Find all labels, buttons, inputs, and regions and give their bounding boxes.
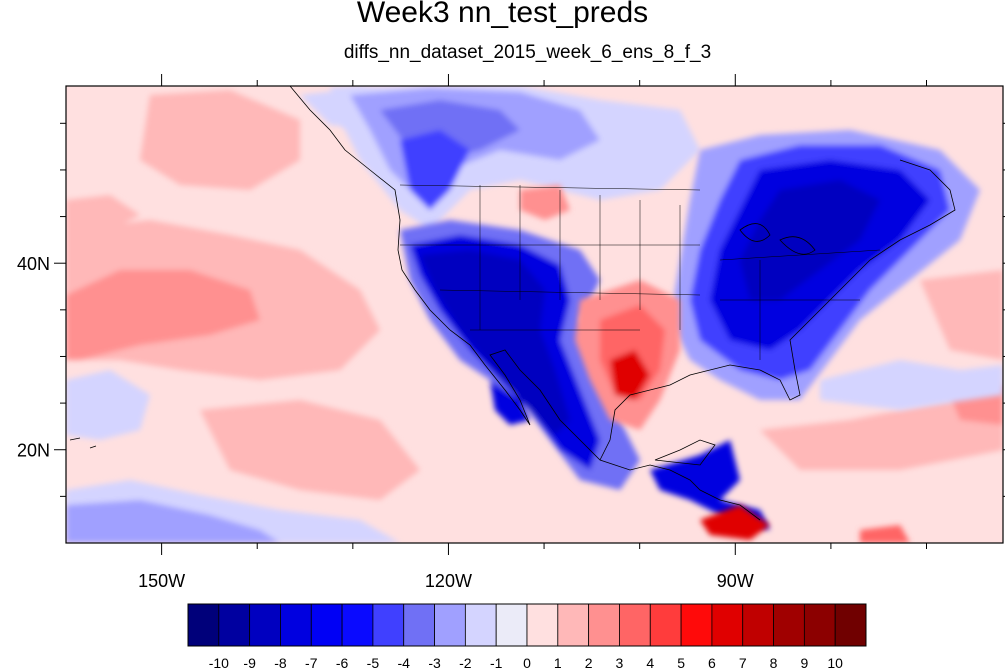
colorbar-swatch xyxy=(742,603,774,647)
colorbar-swatch xyxy=(310,603,343,647)
colorbar-swatch xyxy=(649,603,682,647)
chart-title: Week3 nn_test_preds xyxy=(356,0,649,29)
colorbar-label: 7 xyxy=(739,655,747,671)
colorbar-swatch xyxy=(773,603,805,647)
colorbar-label: -1 xyxy=(490,655,503,671)
colorbar-swatch xyxy=(557,603,590,647)
colorbar-swatch xyxy=(711,603,744,647)
colorbar-swatch xyxy=(249,603,281,647)
colorbar-label: -7 xyxy=(305,655,318,671)
colorbar-label: 10 xyxy=(827,655,843,671)
coastlines xyxy=(69,86,956,521)
pacific-positive-anomaly xyxy=(66,90,420,500)
colorbar-label: -3 xyxy=(428,655,441,671)
colorbar-swatch xyxy=(803,603,836,647)
colorbar-label: 4 xyxy=(646,655,654,671)
colorbar-label: -8 xyxy=(274,655,287,671)
colorbar-label: 2 xyxy=(585,655,593,671)
colorbar-label: -5 xyxy=(367,655,380,671)
southern-positive-anomaly xyxy=(520,185,1003,543)
x-tick-label: 90W xyxy=(717,571,754,591)
colorbar-label: -10 xyxy=(209,655,229,671)
colorbar-swatch xyxy=(218,603,251,647)
colorbar-frame xyxy=(187,603,867,647)
political-borders xyxy=(399,184,881,360)
colorbar-label: -2 xyxy=(459,655,472,671)
colorbar-label: 5 xyxy=(677,655,685,671)
colorbar-label: 3 xyxy=(616,655,624,671)
colorbar-swatch xyxy=(372,603,405,647)
colorbar-label: 9 xyxy=(800,655,808,671)
chart-subtitle: diffs_nn_dataset_2015_week_6_ens_8_f_3 xyxy=(343,42,712,63)
colorbar-label: 6 xyxy=(708,655,716,671)
colorbar-label: -4 xyxy=(398,655,411,671)
x-tick-label: 150W xyxy=(138,571,185,591)
canada-negative-anomaly xyxy=(330,86,700,230)
data-field xyxy=(66,86,1003,543)
colorbar-swatch xyxy=(434,603,466,647)
colorbar-swatch xyxy=(834,603,867,647)
colorbar-swatch xyxy=(280,603,312,647)
eastern-negative-anomaly xyxy=(670,130,980,400)
colorbar-label: 8 xyxy=(770,655,778,671)
colorbar-swatch xyxy=(495,603,528,647)
colorbar-swatch xyxy=(526,603,559,647)
colorbar-label: -9 xyxy=(243,655,256,671)
colorbar-swatch xyxy=(680,603,713,647)
colorbar-swatch xyxy=(464,603,497,647)
colorbar-swatch xyxy=(341,603,374,647)
colorbar-swatch xyxy=(403,603,435,647)
colorbar-label: 0 xyxy=(523,655,531,671)
map-frame xyxy=(65,85,1004,544)
y-tick-label: 40N xyxy=(17,254,50,274)
colorbar: -10 -9 -8 -7 -6 -5 -4 -3 -2 -1 0 1 2 3 4 5 6 7 8 9 10 xyxy=(187,603,867,671)
y-axis-ticks: 40N 20N xyxy=(17,122,1005,497)
x-axis-ticks: 150W 120W 90W xyxy=(138,74,928,591)
colorbar-swatch xyxy=(619,603,651,647)
colorbar-swatch xyxy=(187,603,220,647)
colorbar-swatch xyxy=(588,603,620,647)
colorbar-label: -6 xyxy=(336,655,349,671)
y-tick-label: 20N xyxy=(17,441,50,461)
atlantic-mixed-anomaly xyxy=(820,270,1003,410)
colorbar-label: 1 xyxy=(554,655,562,671)
x-tick-label: 120W xyxy=(425,571,472,591)
